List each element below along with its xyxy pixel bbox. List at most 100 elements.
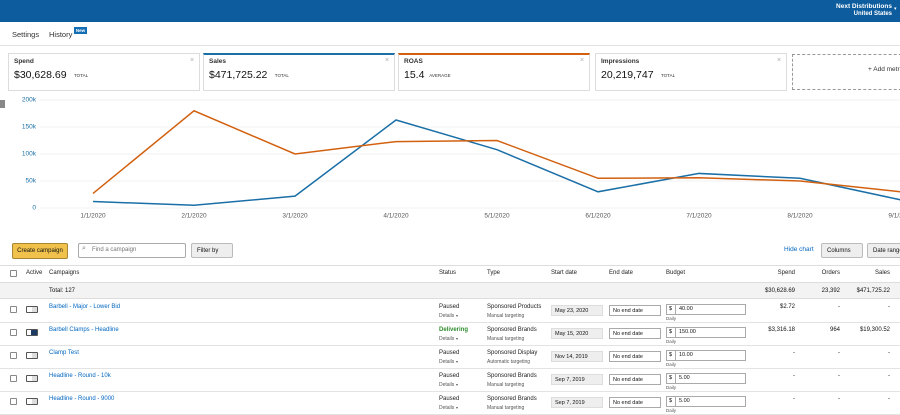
- metric-value: 20,219,747: [601, 69, 654, 81]
- date-range-button[interactable]: Date range: [867, 243, 900, 258]
- column-header[interactable]: Spend: [777, 270, 795, 276]
- end-date[interactable]: No end date: [609, 328, 661, 339]
- budget-period: Daily: [666, 339, 677, 344]
- start-date[interactable]: Sep 7, 2019: [551, 397, 603, 408]
- nav-tab[interactable]: History: [49, 30, 73, 39]
- x-tick-label: 2/1/2020: [181, 213, 207, 220]
- metric-card[interactable]: [595, 53, 787, 91]
- close-icon[interactable]: ×: [385, 57, 390, 64]
- search-box[interactable]: [78, 243, 186, 258]
- add-metric-card[interactable]: [792, 54, 900, 90]
- details-link[interactable]: Details: [439, 382, 455, 388]
- start-date[interactable]: Sep 7, 2019: [551, 374, 603, 385]
- add-metric: + Add metric: [868, 66, 900, 73]
- metric-value: $30,628.69: [14, 69, 67, 81]
- close-icon[interactable]: ×: [777, 57, 782, 64]
- y-tick-label: 200k: [22, 97, 37, 104]
- column-header[interactable]: Sales: [874, 270, 890, 276]
- end-date[interactable]: No end date: [609, 351, 661, 362]
- x-tick-label: 1/1/2020: [80, 213, 106, 220]
- start-date[interactable]: May 15, 2020: [551, 328, 603, 339]
- spend: $2.72: [779, 304, 795, 310]
- column-header[interactable]: Start date: [551, 270, 578, 276]
- details-link[interactable]: Details: [439, 359, 455, 365]
- checkbox[interactable]: [10, 398, 17, 405]
- x-tick-label: 5/1/2020: [484, 213, 510, 220]
- top-bar: [0, 0, 900, 22]
- details-link[interactable]: Details: [439, 405, 455, 411]
- checkbox[interactable]: [10, 375, 17, 382]
- budget-box[interactable]: [666, 304, 746, 315]
- columns-button[interactable]: Columns: [821, 243, 863, 258]
- details-caret: ▾: [456, 336, 459, 341]
- details-caret: ▾: [456, 313, 459, 318]
- sales: $19,300.52: [859, 327, 890, 333]
- hide-chart[interactable]: Hide chart: [784, 246, 814, 253]
- start-date[interactable]: Nov 14, 2019: [551, 351, 603, 362]
- table-row: [0, 300, 900, 323]
- budget-box[interactable]: [666, 373, 746, 384]
- active-toggle[interactable]: [26, 398, 38, 405]
- active-toggle[interactable]: [26, 306, 38, 313]
- campaign-name[interactable]: Barbell Clamps - Headline: [49, 327, 119, 333]
- spend: -: [793, 350, 795, 356]
- currency: $: [669, 398, 673, 404]
- type: Sponsored Brands: [487, 373, 537, 379]
- metric-card[interactable]: [203, 53, 395, 91]
- column-header[interactable]: Type: [487, 270, 501, 276]
- budget: 40.00: [679, 306, 693, 312]
- search-icon: ⌕: [82, 245, 86, 252]
- active-toggle[interactable]: [26, 352, 38, 359]
- end-date[interactable]: No end date: [609, 397, 661, 408]
- account-caret: ▾: [894, 6, 897, 12]
- spend: $3,316.18: [768, 327, 795, 333]
- checkbox[interactable]: [10, 329, 17, 336]
- budget-box[interactable]: [666, 396, 746, 407]
- y-tick-label: 0: [32, 205, 36, 212]
- campaign-name[interactable]: Headline - Round - 10k: [49, 373, 111, 379]
- budget-box[interactable]: [666, 327, 746, 338]
- total-row: [0, 283, 900, 299]
- active-toggle[interactable]: [26, 329, 38, 336]
- nav-tab[interactable]: Settings: [12, 30, 40, 39]
- campaign-name[interactable]: Barbell - Major - Lower Bid: [49, 304, 121, 310]
- checkbox[interactable]: [10, 270, 17, 277]
- x-tick-label: 8/1/2020: [787, 213, 813, 220]
- end-date[interactable]: No end date: [609, 305, 661, 316]
- details-link[interactable]: Details: [439, 313, 455, 319]
- targeting: Manual targeting: [487, 382, 525, 388]
- details-link[interactable]: Details: [439, 336, 455, 342]
- metric-card[interactable]: [8, 53, 200, 91]
- column-header[interactable]: Campaigns: [49, 270, 80, 276]
- campaign-name[interactable]: Clamp Test: [49, 350, 79, 356]
- close-icon[interactable]: ×: [190, 57, 195, 64]
- column-header[interactable]: End date: [609, 270, 634, 276]
- column-header[interactable]: Status: [439, 270, 457, 276]
- column-header[interactable]: Active: [26, 270, 43, 276]
- active-toggle[interactable]: [26, 375, 38, 382]
- budget-box[interactable]: [666, 350, 746, 361]
- checkbox[interactable]: [10, 306, 17, 313]
- end-date[interactable]: No end date: [609, 374, 661, 385]
- metric-value: $471,725.22: [209, 69, 268, 81]
- metric-card[interactable]: [398, 53, 590, 91]
- account-name[interactable]: Next Distributions: [836, 3, 892, 10]
- checkbox[interactable]: [10, 352, 17, 359]
- x-tick-label: 3/1/2020: [282, 213, 308, 220]
- close-icon[interactable]: ×: [580, 57, 585, 64]
- campaign-name[interactable]: Headline - Round - 9000: [49, 396, 115, 402]
- currency-divider: [675, 396, 676, 407]
- create-button[interactable]: Create campaign: [12, 243, 68, 259]
- filter-button[interactable]: Filter by: [191, 243, 233, 258]
- orders: -: [838, 373, 840, 379]
- table-row: [0, 369, 900, 392]
- start-date[interactable]: May 23, 2020: [551, 305, 603, 316]
- nav-divider: [0, 45, 900, 46]
- budget-period: Daily: [666, 362, 677, 367]
- table-row: [0, 346, 900, 369]
- orders: -: [838, 396, 840, 402]
- column-header[interactable]: Budget: [666, 270, 686, 276]
- currency: $: [669, 375, 673, 381]
- column-header[interactable]: Orders: [821, 270, 840, 276]
- targeting: Manual targeting: [487, 336, 525, 342]
